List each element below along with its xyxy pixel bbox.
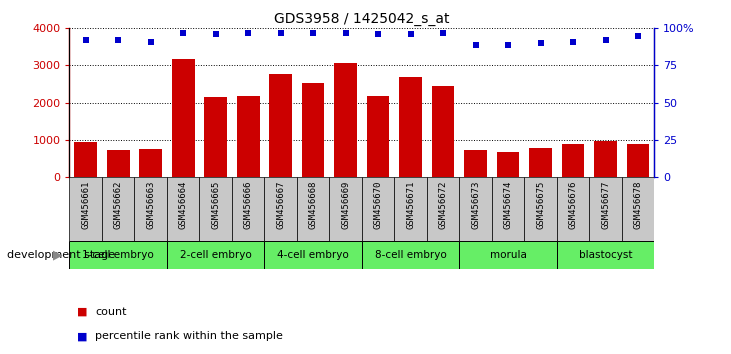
Bar xyxy=(529,148,552,177)
Text: GSM456671: GSM456671 xyxy=(406,180,415,229)
Text: GSM456673: GSM456673 xyxy=(471,180,480,229)
Bar xyxy=(167,241,265,269)
Text: 1-cell embryo: 1-cell embryo xyxy=(83,250,154,260)
Text: GSM456670: GSM456670 xyxy=(374,180,382,229)
Bar xyxy=(204,97,227,177)
Bar xyxy=(69,177,102,241)
Bar xyxy=(622,177,654,241)
Point xyxy=(632,33,644,39)
Title: GDS3958 / 1425042_s_at: GDS3958 / 1425042_s_at xyxy=(274,12,450,26)
Point xyxy=(437,30,449,36)
Bar xyxy=(492,177,524,241)
Bar xyxy=(140,149,162,177)
Text: GSM456665: GSM456665 xyxy=(211,180,220,229)
Bar xyxy=(167,177,200,241)
Bar xyxy=(200,177,232,241)
Point xyxy=(502,42,514,47)
Text: GSM456678: GSM456678 xyxy=(634,180,643,229)
Text: GSM456677: GSM456677 xyxy=(601,180,610,229)
Bar xyxy=(394,177,427,241)
Text: development stage: development stage xyxy=(7,250,115,260)
Bar xyxy=(399,78,422,177)
Bar xyxy=(265,177,297,241)
Text: percentile rank within the sample: percentile rank within the sample xyxy=(95,331,283,341)
Bar xyxy=(107,150,129,177)
Text: 8-cell embryo: 8-cell embryo xyxy=(375,250,447,260)
Point xyxy=(470,42,482,47)
Point xyxy=(80,38,91,43)
Point xyxy=(599,38,611,43)
Point xyxy=(405,32,417,37)
Bar xyxy=(362,177,394,241)
Bar xyxy=(561,144,584,177)
Bar xyxy=(237,96,260,177)
Text: GSM456668: GSM456668 xyxy=(308,180,317,229)
Bar xyxy=(172,59,194,177)
Text: GSM456672: GSM456672 xyxy=(439,180,447,229)
Bar xyxy=(334,63,357,177)
Bar xyxy=(102,177,135,241)
Point xyxy=(340,30,352,36)
Text: ■: ■ xyxy=(77,331,87,341)
Bar xyxy=(557,241,654,269)
Point xyxy=(210,32,221,37)
Bar xyxy=(135,177,167,241)
Point xyxy=(567,39,579,45)
Text: GSM456675: GSM456675 xyxy=(536,180,545,229)
Bar xyxy=(626,144,649,177)
Text: GSM456662: GSM456662 xyxy=(114,180,123,229)
Text: 4-cell embryo: 4-cell embryo xyxy=(277,250,349,260)
Bar xyxy=(75,142,97,177)
Bar xyxy=(362,241,459,269)
Text: blastocyst: blastocyst xyxy=(579,250,632,260)
Bar xyxy=(367,96,390,177)
Text: ■: ■ xyxy=(77,307,87,316)
Point xyxy=(113,38,124,43)
Bar xyxy=(302,83,325,177)
Text: 2-cell embryo: 2-cell embryo xyxy=(180,250,251,260)
Point xyxy=(307,30,319,36)
Bar xyxy=(557,177,589,241)
Bar xyxy=(496,153,520,177)
Bar xyxy=(265,241,362,269)
Bar xyxy=(524,177,557,241)
Point xyxy=(178,30,189,36)
Text: ▶: ▶ xyxy=(53,249,62,261)
Text: GSM456674: GSM456674 xyxy=(504,180,512,229)
Bar xyxy=(464,150,487,177)
Bar xyxy=(459,241,557,269)
Bar xyxy=(232,177,265,241)
Bar xyxy=(427,177,459,241)
Text: morula: morula xyxy=(490,250,526,260)
Text: GSM456663: GSM456663 xyxy=(146,180,155,229)
Bar xyxy=(297,177,330,241)
Point xyxy=(145,39,156,45)
Point xyxy=(242,30,254,36)
Point xyxy=(372,32,384,37)
Text: GSM456667: GSM456667 xyxy=(276,180,285,229)
Bar xyxy=(594,141,617,177)
Text: GSM456664: GSM456664 xyxy=(178,180,188,229)
Text: GSM456669: GSM456669 xyxy=(341,180,350,229)
Text: GSM456666: GSM456666 xyxy=(243,180,253,229)
Text: count: count xyxy=(95,307,126,316)
Bar xyxy=(330,177,362,241)
Text: GSM456676: GSM456676 xyxy=(569,180,577,229)
Bar xyxy=(269,74,292,177)
Text: GSM456661: GSM456661 xyxy=(81,180,90,229)
Point xyxy=(275,30,287,36)
Bar xyxy=(432,86,455,177)
Bar xyxy=(589,177,622,241)
Bar xyxy=(459,177,492,241)
Point xyxy=(534,40,546,46)
Bar xyxy=(69,241,167,269)
